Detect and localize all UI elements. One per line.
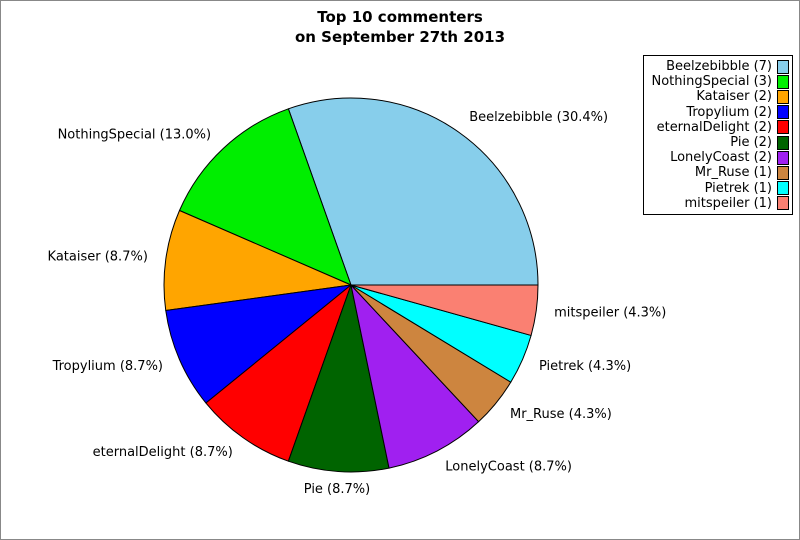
legend-item-label: LonelyCoast (2) bbox=[670, 150, 772, 166]
legend-item-kataiser: Kataiser (2) bbox=[651, 89, 789, 104]
legend-swatch-icon bbox=[777, 59, 789, 74]
slice-label-tropylium: Tropylium (8.7%) bbox=[52, 359, 163, 374]
slice-label-nothingspecial: NothingSpecial (13.0%) bbox=[58, 128, 212, 143]
legend-swatch-icon bbox=[777, 89, 789, 104]
legend-item-tropylium: Tropylium (2) bbox=[651, 105, 789, 120]
pie-slice-kataiser bbox=[163, 210, 352, 311]
pie-slice-tropylium bbox=[165, 284, 352, 404]
slice-label-pietrek: Pietrek (4.3%) bbox=[539, 359, 631, 374]
chart-title: Top 10 commenters on September 27th 2013 bbox=[1, 7, 799, 47]
legend-swatch-icon bbox=[777, 150, 789, 165]
legend-item-label: Pietrek (1) bbox=[704, 180, 772, 196]
legend-item-mitspeiler: mitspeiler (1) bbox=[651, 196, 789, 211]
chart-title-line1: Top 10 commenters bbox=[317, 8, 483, 26]
legend-item-eternaldelight: eternalDelight (2) bbox=[651, 120, 789, 135]
legend-item-lonelycoast: LonelyCoast (2) bbox=[651, 150, 789, 165]
legend-item-label: mitspeiler (1) bbox=[684, 195, 772, 211]
legend-swatch-icon bbox=[777, 74, 789, 89]
legend-item-pietrek: Pietrek (1) bbox=[651, 181, 789, 196]
legend-swatch-icon bbox=[777, 120, 789, 135]
pie-slice-pie bbox=[287, 284, 390, 473]
legend-swatch-icon bbox=[777, 181, 789, 196]
legend-swatch-icon bbox=[777, 196, 789, 211]
slice-label-mitspeiler: mitspeiler (4.3%) bbox=[554, 305, 666, 320]
legend-item-label: Kataiser (2) bbox=[696, 89, 772, 105]
legend-item-label: NothingSpecial (3) bbox=[651, 74, 772, 90]
pie-slice-mitspeiler bbox=[350, 284, 539, 336]
legend-item-mr-ruse: Mr_Ruse (1) bbox=[651, 165, 789, 180]
legend-item-pie: Pie (2) bbox=[651, 135, 789, 150]
pie-slice-beelzebibble bbox=[287, 97, 539, 286]
legend-item-label: Pie (2) bbox=[730, 134, 772, 150]
legend-item-beelzebibble: Beelzebibble (7) bbox=[651, 59, 789, 74]
legend-item-label: Mr_Ruse (1) bbox=[694, 165, 772, 181]
pie-slice-nothingspecial bbox=[178, 108, 352, 286]
legend-swatch-icon bbox=[777, 135, 789, 150]
slice-label-beelzebibble: Beelzebibble (30.4%) bbox=[469, 110, 608, 125]
chart-title-line2: on September 27th 2013 bbox=[294, 28, 506, 46]
pie-slice-lonelycoast bbox=[350, 284, 480, 469]
legend-item-label: Tropylium (2) bbox=[686, 104, 772, 120]
legend-swatch-icon bbox=[777, 165, 789, 180]
legend-item-label: Beelzebibble (7) bbox=[666, 59, 772, 74]
legend-swatch-icon bbox=[777, 105, 789, 120]
slice-label-mr-ruse: Mr_Ruse (4.3%) bbox=[510, 407, 612, 422]
legend-item-nothingspecial: NothingSpecial (3) bbox=[651, 74, 789, 89]
slice-label-pie: Pie (8.7%) bbox=[304, 482, 370, 497]
slice-label-kataiser: Kataiser (8.7%) bbox=[48, 250, 148, 265]
slice-label-lonelycoast: LonelyCoast (8.7%) bbox=[445, 460, 572, 475]
legend-box: Beelzebibble (7) NothingSpecial (3) Katais… bbox=[643, 55, 793, 215]
pie-slice-eternaldelight bbox=[205, 284, 352, 462]
slice-label-eternaldelight: eternalDelight (8.7%) bbox=[93, 445, 233, 460]
legend-item-label: eternalDelight (2) bbox=[656, 119, 772, 135]
